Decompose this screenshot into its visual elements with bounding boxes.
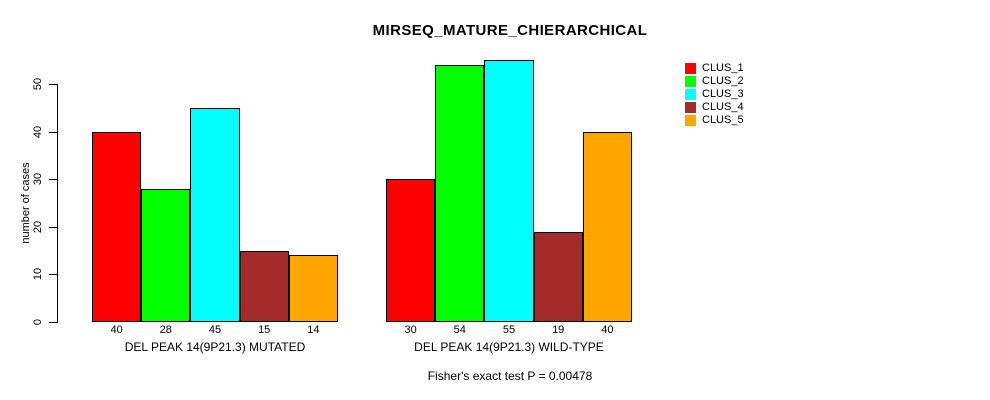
bar-clus_1-group1 <box>92 131 142 322</box>
bar-clus_4-group2 <box>533 231 583 322</box>
legend-label: CLUS_3 <box>702 88 744 100</box>
bar-clus_5-group1 <box>288 255 338 322</box>
bar-clus_1-group2 <box>386 179 436 322</box>
annotation-text: Fisher's exact test P = 0.00478 <box>427 369 593 383</box>
legend-swatch-clus_4 <box>685 102 696 113</box>
y-axis-tick <box>49 322 57 323</box>
bar-value-label: 40 <box>110 324 123 336</box>
y-tick-label: 50 <box>32 77 44 91</box>
y-tick-label: 10 <box>32 268 44 281</box>
legend-item: CLUS_3 <box>685 88 744 101</box>
x-category-label: DEL PEAK 14(9P21.3) WILD-TYPE <box>414 340 604 354</box>
bar-clus_2-group2 <box>435 64 485 322</box>
legend-label: CLUS_1 <box>702 62 744 74</box>
x-category-label: DEL PEAK 14(9P21.3) MUTATED <box>124 340 306 354</box>
bar-value-label: 14 <box>307 324 320 336</box>
legend-item: CLUS_5 <box>685 114 744 127</box>
legend-label: CLUS_4 <box>702 101 744 113</box>
legend-label: CLUS_5 <box>702 114 744 126</box>
legend-swatch-clus_2 <box>685 76 696 87</box>
legend-swatch-clus_3 <box>685 89 696 100</box>
legend-label: CLUS_2 <box>702 75 744 87</box>
chart-title: MIRSEQ_MATURE_CHIERARCHICAL <box>372 22 648 39</box>
legend-item: CLUS_4 <box>685 101 744 114</box>
bar-value-label: 45 <box>208 324 222 336</box>
y-tick-label: 0 <box>32 318 44 326</box>
legend-item: CLUS_1 <box>685 62 744 75</box>
y-axis-tick <box>49 226 57 228</box>
bar-value-label: 28 <box>159 324 172 336</box>
bar-clus_3-group2 <box>484 60 534 322</box>
y-axis-tick <box>49 131 57 133</box>
y-tick-label: 20 <box>32 220 44 233</box>
y-tick-label: 30 <box>32 173 44 186</box>
bar-value-label: 55 <box>502 324 516 336</box>
bar-clus_3-group1 <box>190 107 240 322</box>
legend-swatch-clus_5 <box>685 115 696 126</box>
bar-value-label: 15 <box>258 324 271 336</box>
y-axis-tick <box>49 179 57 181</box>
bar-value-label: 54 <box>453 324 466 336</box>
y-tick-label: 40 <box>32 125 44 138</box>
bar-clus_5-group2 <box>582 131 632 322</box>
legend: CLUS_1 CLUS_2 CLUS_3 CLUS_4 CLUS_5 <box>685 62 744 127</box>
bar-value-label: 40 <box>601 324 614 336</box>
bar-value-label: 19 <box>552 324 565 336</box>
y-axis-tick <box>49 274 57 276</box>
bar-clus_4-group1 <box>239 250 289 322</box>
bar-clus_2-group1 <box>141 188 191 322</box>
legend-swatch-clus_1 <box>685 63 696 74</box>
legend-item: CLUS_2 <box>685 75 744 88</box>
y-axis-tick <box>49 84 57 85</box>
bar-value-label: 30 <box>404 324 417 336</box>
y-axis-line <box>57 84 58 323</box>
